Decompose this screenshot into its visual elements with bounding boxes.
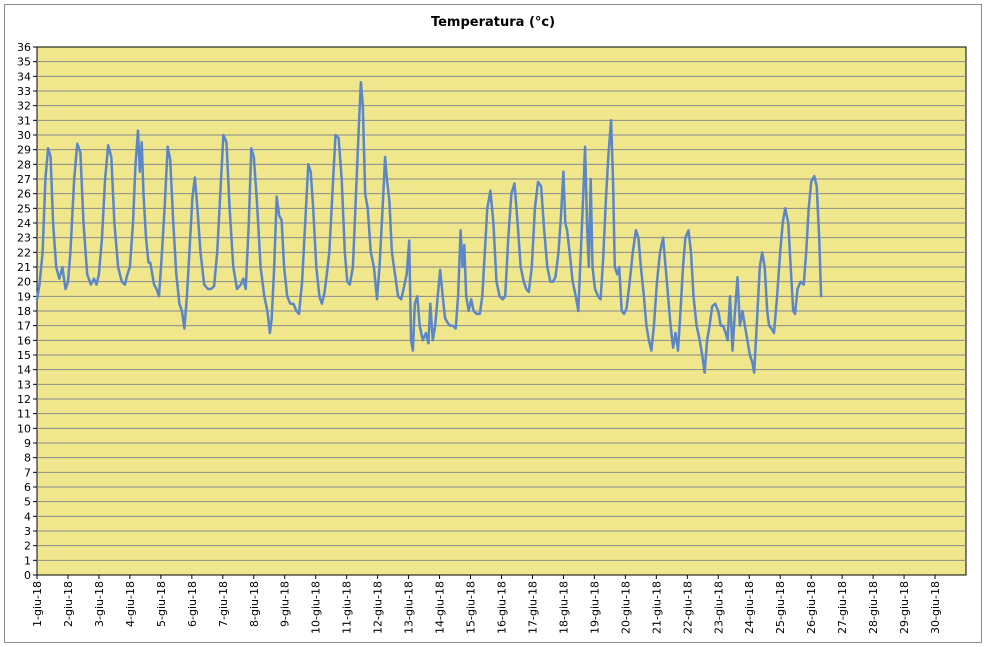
x-tick-label-25: 25-giu-18: [774, 581, 787, 634]
y-tick-label-21: 21: [17, 261, 31, 274]
y-tick-label-4: 4: [24, 510, 31, 523]
y-tick-label-27: 27: [17, 173, 31, 186]
x-tick-label-5: 5-giu-18: [155, 581, 168, 627]
x-tick-label-17: 17-giu-18: [526, 581, 539, 634]
y-axis-ticks: 0123456789101112131415161718192021222324…: [17, 41, 37, 582]
y-tick-label-3: 3: [24, 525, 31, 538]
x-tick-label-8: 8-giu-18: [248, 581, 261, 627]
x-axis-ticks: 1-giu-18 2-giu-18 3-giu-18 4-giu-18 5-giu-18…: [31, 575, 942, 634]
y-tick-label-29: 29: [17, 144, 31, 157]
y-tick-label-15: 15: [17, 349, 31, 362]
y-tick-label-22: 22: [17, 246, 31, 259]
y-tick-label-17: 17: [17, 320, 31, 333]
x-tick-label-14: 14-giu-18: [434, 581, 447, 634]
series-line-0: [35, 80, 823, 374]
y-tick-label-7: 7: [24, 466, 31, 479]
x-tick-label-21: 21-giu-18: [650, 581, 663, 634]
x-tick-label-7: 7-giu-18: [217, 581, 230, 627]
x-tick-label-10: 10-giu-18: [310, 581, 323, 634]
x-tick-label-19: 19-giu-18: [588, 581, 601, 634]
y-tick-label-12: 12: [17, 393, 31, 406]
x-tick-label-1: 1-giu-18: [31, 581, 44, 627]
y-tick-label-33: 33: [17, 85, 31, 98]
x-tick-label-15: 15-giu-18: [465, 581, 478, 634]
y-tick-label-30: 30: [17, 129, 31, 142]
chart-title: Temperatura (°c): [430, 15, 556, 30]
x-tick-label-6: 6-giu-18: [186, 581, 199, 627]
y-tick-label-1: 1: [24, 554, 31, 567]
y-tick-label-24: 24: [17, 217, 31, 230]
y-tick-label-34: 34: [17, 70, 31, 83]
y-tick-label-20: 20: [17, 276, 31, 289]
y-tick-label-2: 2: [24, 540, 31, 553]
x-tick-label-28: 28-giu-18: [867, 581, 880, 634]
y-tick-label-26: 26: [17, 188, 31, 201]
x-tick-label-22: 22-giu-18: [681, 581, 694, 634]
y-tick-label-23: 23: [17, 232, 31, 245]
grid-lines: [37, 61, 966, 561]
x-tick-label-12: 12-giu-18: [372, 581, 385, 634]
x-tick-label-29: 29-giu-18: [898, 581, 911, 634]
y-tick-label-32: 32: [17, 100, 31, 113]
y-tick-label-10: 10: [17, 422, 31, 435]
x-tick-label-23: 23-giu-18: [712, 581, 725, 634]
y-tick-label-5: 5: [24, 496, 31, 509]
x-tick-label-2: 2-giu-18: [62, 581, 75, 627]
y-tick-label-16: 16: [17, 334, 31, 347]
x-tick-label-4: 4-giu-18: [124, 581, 137, 627]
y-tick-label-13: 13: [17, 378, 31, 391]
y-tick-label-14: 14: [17, 364, 31, 377]
y-tick-label-31: 31: [17, 114, 31, 127]
x-tick-label-30: 30-giu-18: [929, 581, 942, 634]
x-tick-label-16: 16-giu-18: [496, 581, 509, 634]
y-tick-label-35: 35: [17, 56, 31, 69]
x-tick-label-20: 20-giu-18: [619, 581, 632, 634]
x-tick-label-13: 13-giu-18: [403, 581, 416, 634]
x-tick-label-18: 18-giu-18: [557, 581, 570, 634]
y-tick-label-6: 6: [24, 481, 31, 494]
y-tick-label-9: 9: [24, 437, 31, 450]
y-tick-label-8: 8: [24, 452, 31, 465]
series-group: [35, 80, 823, 374]
x-tick-label-3: 3-giu-18: [93, 581, 106, 627]
y-tick-label-11: 11: [17, 408, 31, 421]
y-tick-label-18: 18: [17, 305, 31, 318]
x-tick-label-26: 26-giu-18: [805, 581, 818, 634]
y-tick-label-36: 36: [17, 41, 31, 54]
y-tick-label-19: 19: [17, 290, 31, 303]
x-tick-label-9: 9-giu-18: [279, 581, 292, 627]
y-tick-label-28: 28: [17, 158, 31, 171]
y-tick-label-25: 25: [17, 202, 31, 215]
y-tick-label-0: 0: [24, 569, 31, 582]
x-tick-label-27: 27-giu-18: [836, 581, 849, 634]
x-tick-label-24: 24-giu-18: [743, 581, 756, 634]
x-tick-label-11: 11-giu-18: [341, 581, 354, 634]
